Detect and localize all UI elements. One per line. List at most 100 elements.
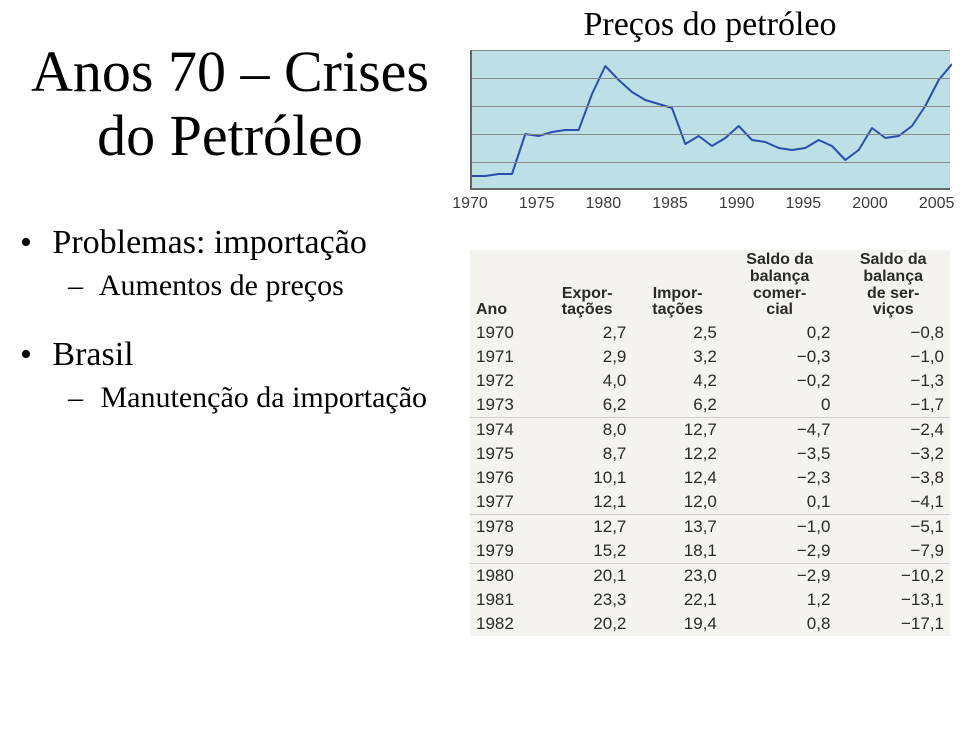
table-cell: 8,0	[542, 418, 632, 443]
table-row: 19712,93,2−0,3−1,0	[470, 345, 950, 369]
table-cell: 1972	[470, 369, 542, 393]
table-cell: −4,7	[723, 418, 837, 443]
table-cell: 3,2	[632, 345, 722, 369]
table-header-cell: Saldo dabalançacomer-cial	[723, 250, 837, 321]
table-cell: 1,2	[723, 588, 837, 612]
bullet-list: Problemas: importação Aumentos de preços…	[20, 220, 460, 419]
table-row: 19736,26,20−1,7	[470, 393, 950, 418]
chart-xtick: 1985	[652, 195, 688, 213]
bullet-brasil-sub: Manutenção da importação	[68, 378, 460, 419]
table-row: 197610,112,4−2,3−3,8	[470, 466, 950, 490]
table-row: 19748,012,7−4,7−2,4	[470, 418, 950, 443]
table-header-cell: Impor-tações	[632, 250, 722, 321]
table-row: 198220,219,40,8−17,1	[470, 612, 950, 636]
table-cell: 4,0	[542, 369, 632, 393]
bullet-brasil: Brasil	[20, 332, 460, 378]
table-cell: 4,2	[632, 369, 722, 393]
slide-title-line1: Anos 70 – Crises	[31, 39, 429, 104]
table-cell: −7,9	[836, 539, 950, 564]
table-row: 198123,322,11,2−13,1	[470, 588, 950, 612]
table-cell: 1979	[470, 539, 542, 564]
table-cell: −4,1	[836, 490, 950, 515]
table-header-cell: Expor-tações	[542, 250, 632, 321]
table-cell: 1981	[470, 588, 542, 612]
table-cell: −2,3	[723, 466, 837, 490]
bullet-problemas-sub: Aumentos de preços	[68, 266, 460, 307]
slide-title: Anos 70 – Crises do Petróleo	[10, 40, 450, 168]
table-cell: −1,0	[836, 345, 950, 369]
table-cell: 6,2	[542, 393, 632, 418]
table-cell: 1982	[470, 612, 542, 636]
bullet-problemas: Problemas: importação	[20, 220, 460, 266]
table-cell: 12,2	[632, 442, 722, 466]
chart-xtick: 2000	[852, 195, 888, 213]
table-cell: −2,9	[723, 564, 837, 589]
chart-x-axis-ticks: 19701975198019851990199520002005	[470, 195, 950, 225]
bullet-brasil-sub-text: Manutenção da importação	[101, 381, 428, 414]
table-row: 19702,72,50,2−0,8	[470, 321, 950, 345]
table-cell: 12,1	[542, 490, 632, 515]
oil-price-chart: 19701975198019851990199520002005	[470, 50, 950, 230]
table-cell: 0,2	[723, 321, 837, 345]
table-cell: 2,7	[542, 321, 632, 345]
table-cell: −3,5	[723, 442, 837, 466]
table-header-cell: Ano	[470, 250, 542, 321]
table-cell: 1970	[470, 321, 542, 345]
table-cell: 10,1	[542, 466, 632, 490]
table-cell: 1971	[470, 345, 542, 369]
table-cell: −17,1	[836, 612, 950, 636]
table-cell: 22,1	[632, 588, 722, 612]
chart-xtick: 1995	[786, 195, 822, 213]
chart-xtick: 1975	[519, 195, 555, 213]
chart-xtick: 1990	[719, 195, 755, 213]
table-row: 197812,713,7−1,0−5,1	[470, 515, 950, 540]
table-cell: 1974	[470, 418, 542, 443]
table-cell: −0,2	[723, 369, 837, 393]
table-cell: 2,9	[542, 345, 632, 369]
table-cell: 12,0	[632, 490, 722, 515]
chart-xtick: 2005	[919, 195, 955, 213]
table-cell: 2,5	[632, 321, 722, 345]
table-cell: 0,8	[723, 612, 837, 636]
bullet-problemas-text: Problemas: importação	[52, 224, 366, 261]
table-row: 198020,123,0−2,9−10,2	[470, 564, 950, 589]
table-cell: −1,3	[836, 369, 950, 393]
table-cell: 1973	[470, 393, 542, 418]
price-line	[472, 50, 952, 190]
table-cell: 20,2	[542, 612, 632, 636]
table-cell: −5,1	[836, 515, 950, 540]
balance-table: AnoExpor-taçõesImpor-taçõesSaldo dabalan…	[470, 250, 950, 636]
slide: Anos 70 – Crises do Petróleo Preços do p…	[0, 0, 960, 735]
table-cell: 8,7	[542, 442, 632, 466]
table-cell: −3,2	[836, 442, 950, 466]
table-row: 197915,218,1−2,9−7,9	[470, 539, 950, 564]
bullet-gap	[20, 306, 460, 332]
table-cell: 1978	[470, 515, 542, 540]
table-row: 19724,04,2−0,2−1,3	[470, 369, 950, 393]
table-cell: −13,1	[836, 588, 950, 612]
bullet-problemas-sub-text: Aumentos de preços	[99, 269, 344, 302]
table-cell: 1977	[470, 490, 542, 515]
chart-xtick: 1970	[452, 195, 488, 213]
table-cell: −1,0	[723, 515, 837, 540]
table-cell: 23,3	[542, 588, 632, 612]
table-cell: 1980	[470, 564, 542, 589]
table-cell: −0,8	[836, 321, 950, 345]
table-cell: 12,7	[542, 515, 632, 540]
table-cell: 12,7	[632, 418, 722, 443]
table-header-row: AnoExpor-taçõesImpor-taçõesSaldo dabalan…	[470, 250, 950, 321]
chart-title: Preços do petróleo	[500, 6, 920, 44]
table-cell: −3,8	[836, 466, 950, 490]
table-cell: −10,2	[836, 564, 950, 589]
table-cell: 1975	[470, 442, 542, 466]
table-cell: −2,9	[723, 539, 837, 564]
chart-xtick: 1980	[586, 195, 622, 213]
table-cell: 18,1	[632, 539, 722, 564]
table-cell: −2,4	[836, 418, 950, 443]
table-header-cell: Saldo dabalançade ser-viços	[836, 250, 950, 321]
slide-title-line2: do Petróleo	[97, 103, 363, 168]
table-cell: 20,1	[542, 564, 632, 589]
table-cell: 0	[723, 393, 837, 418]
table-cell: −0,3	[723, 345, 837, 369]
table-body: 19702,72,50,2−0,819712,93,2−0,3−1,019724…	[470, 321, 950, 636]
